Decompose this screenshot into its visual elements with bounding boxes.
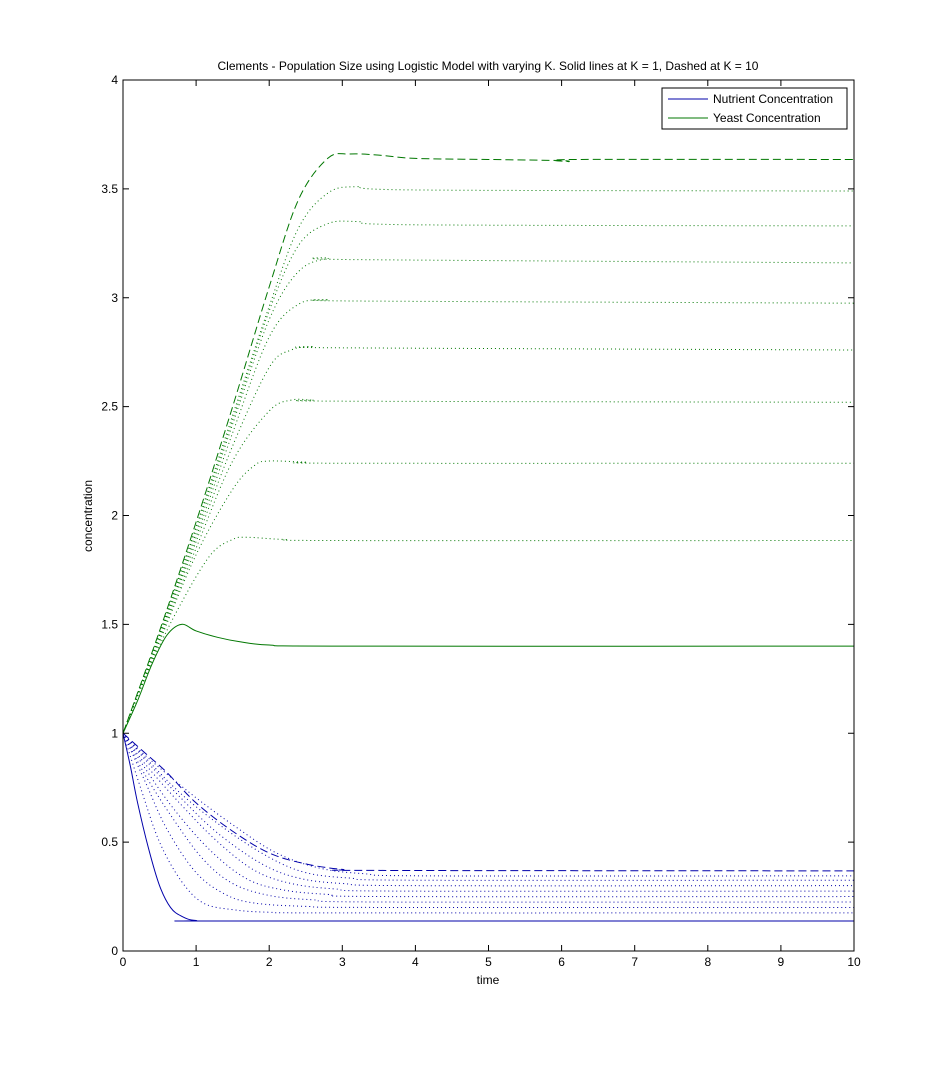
x-tick-label-5: 5 [485, 955, 492, 969]
y-axis-label: concentration [81, 480, 95, 552]
legend-label-nutrient: Nutrient Concentration [713, 92, 833, 106]
x-tick-label-8: 8 [704, 955, 711, 969]
y-tick-label-3: 1.5 [101, 617, 118, 631]
x-axis-label: time [477, 973, 500, 987]
series-yeast-dashed-9 [122, 153, 855, 734]
x-tick-label-2: 2 [266, 955, 273, 969]
legend-label-yeast: Yeast Concentration [713, 111, 821, 125]
legend-box [661, 87, 848, 130]
x-tick-label-9: 9 [778, 955, 785, 969]
y-tick-label-8: 4 [111, 73, 118, 87]
x-tick-label-6: 6 [558, 955, 565, 969]
series-layer [122, 153, 855, 922]
x-tick-label-4: 4 [412, 955, 419, 969]
y-tick-label-0: 0 [111, 944, 118, 958]
plot-area [123, 80, 854, 951]
series-yeast-dotted-5 [122, 299, 855, 734]
series-nutrient-dotted-16 [122, 732, 855, 887]
series-nutrient-dotted-14 [122, 732, 855, 898]
series-yeast-solid-0 [122, 623, 855, 734]
series-nutrient-dotted-12 [122, 733, 855, 909]
x-tick-label-7: 7 [631, 955, 638, 969]
series-nutrient-dashed-19 [122, 732, 855, 872]
y-tick-label-2: 1 [111, 726, 118, 740]
chart-title: Clements - Population Size using Logisti… [218, 59, 759, 73]
y-tick-label-6: 3 [111, 291, 118, 305]
y-tick-label-5: 2.5 [101, 400, 118, 414]
x-tick-label-0: 0 [120, 955, 127, 969]
legend: Nutrient Concentration Yeast Concentrati… [661, 87, 848, 130]
series-yeast-dotted-4 [122, 346, 855, 734]
x-tick-label-10: 10 [847, 955, 861, 969]
x-tick-label-1: 1 [193, 955, 200, 969]
x-tick-label-3: 3 [339, 955, 346, 969]
y-tick-label-7: 3.5 [101, 182, 118, 196]
series-nutrient-dotted-13 [122, 733, 855, 903]
series-yeast-dotted-3 [122, 398, 855, 734]
y-tick-label-4: 2 [111, 509, 118, 523]
series-nutrient-solid-10 [122, 733, 855, 922]
ticks-layer: 0 1 2 3 4 5 6 7 8 9 10 0 0.5 1 1.5 2 2.5 3 3.5 4 [101, 73, 861, 969]
y-tick-label-1: 0.5 [101, 835, 118, 849]
